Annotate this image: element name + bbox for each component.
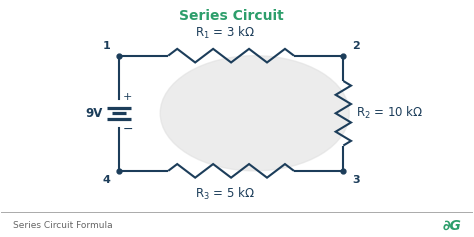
Text: +: + [123,92,132,102]
Text: R$_2$ = 10 kΩ: R$_2$ = 10 kΩ [356,105,424,121]
Text: R$_1$ = 3 kΩ: R$_1$ = 3 kΩ [195,25,255,41]
Text: 9V: 9V [85,107,102,120]
Ellipse shape [160,56,349,171]
Text: 3: 3 [352,175,360,185]
Text: 2: 2 [352,41,360,51]
Text: −: − [122,123,133,136]
Text: ∂G: ∂G [443,219,462,233]
Text: Series Circuit Formula: Series Circuit Formula [12,221,112,230]
Text: 4: 4 [102,175,110,185]
Text: R$_3$ = 5 kΩ: R$_3$ = 5 kΩ [195,186,255,202]
Text: 1: 1 [102,41,110,51]
Text: Series Circuit: Series Circuit [179,9,283,23]
